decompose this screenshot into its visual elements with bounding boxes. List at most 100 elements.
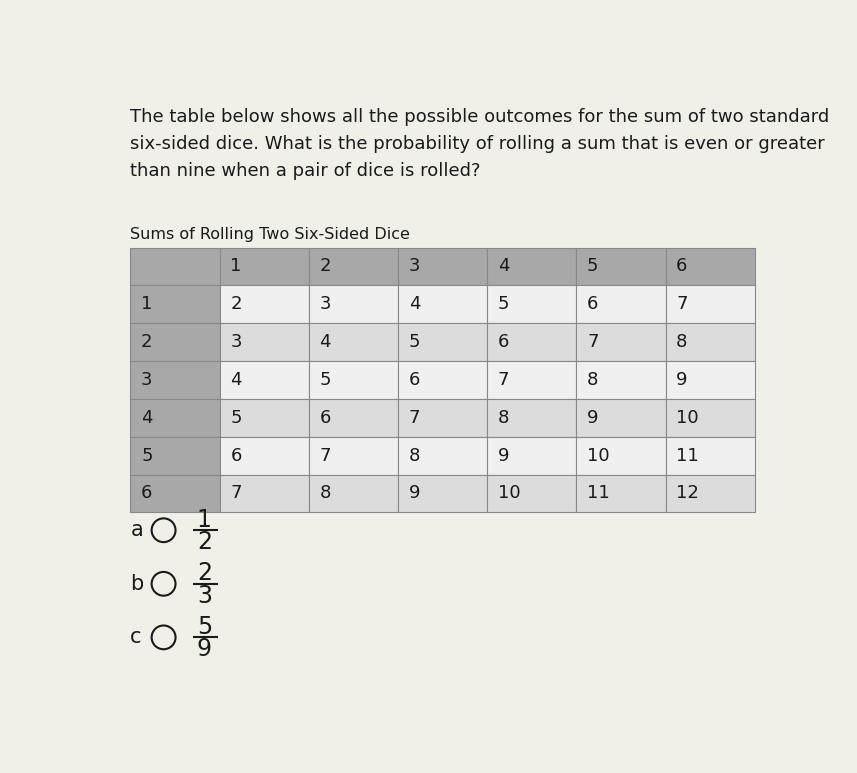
- Text: 2: 2: [231, 295, 242, 313]
- Text: 8: 8: [676, 333, 687, 351]
- Bar: [576, 399, 666, 437]
- Bar: [666, 475, 755, 512]
- Text: 5: 5: [587, 257, 598, 275]
- Bar: [487, 323, 576, 361]
- Text: 9: 9: [676, 371, 687, 389]
- Text: 11: 11: [676, 447, 699, 465]
- Bar: [309, 475, 398, 512]
- Text: 6: 6: [676, 257, 687, 275]
- Bar: [219, 247, 309, 285]
- Bar: [666, 437, 755, 475]
- Bar: [576, 323, 666, 361]
- Text: 9: 9: [587, 409, 598, 427]
- Text: 8: 8: [587, 371, 598, 389]
- Bar: [130, 247, 219, 285]
- Bar: [666, 285, 755, 323]
- Bar: [130, 323, 219, 361]
- Bar: [398, 475, 487, 512]
- Text: b: b: [130, 574, 144, 594]
- Bar: [576, 285, 666, 323]
- Text: a: a: [130, 520, 143, 540]
- Bar: [130, 437, 219, 475]
- Bar: [309, 361, 398, 399]
- Bar: [309, 285, 398, 323]
- Text: 6: 6: [409, 371, 420, 389]
- Bar: [398, 437, 487, 475]
- Bar: [219, 361, 309, 399]
- Bar: [130, 399, 219, 437]
- Text: 5: 5: [231, 409, 242, 427]
- Text: 1: 1: [141, 295, 153, 313]
- Text: 9: 9: [409, 485, 420, 502]
- Bar: [219, 399, 309, 437]
- Bar: [398, 323, 487, 361]
- Text: 3: 3: [320, 295, 331, 313]
- Text: 6: 6: [231, 447, 242, 465]
- Bar: [130, 285, 219, 323]
- Text: 12: 12: [676, 485, 699, 502]
- Bar: [487, 285, 576, 323]
- Text: Sums of Rolling Two Six-Sided Dice: Sums of Rolling Two Six-Sided Dice: [130, 226, 411, 242]
- Bar: [309, 399, 398, 437]
- Bar: [576, 475, 666, 512]
- Text: 10: 10: [587, 447, 609, 465]
- Text: The table below shows all the possible outcomes for the sum of two standard
six-: The table below shows all the possible o…: [130, 107, 830, 180]
- Bar: [309, 323, 398, 361]
- Bar: [398, 361, 487, 399]
- Text: 4: 4: [320, 333, 331, 351]
- Text: 3: 3: [197, 584, 212, 608]
- Text: 4: 4: [231, 371, 242, 389]
- Text: 4: 4: [498, 257, 509, 275]
- Text: 6: 6: [587, 295, 598, 313]
- Text: 5: 5: [320, 371, 331, 389]
- Bar: [219, 323, 309, 361]
- Text: 3: 3: [231, 333, 242, 351]
- Text: 7: 7: [231, 485, 242, 502]
- Text: 7: 7: [587, 333, 598, 351]
- Text: c: c: [130, 628, 142, 647]
- Text: 4: 4: [141, 409, 153, 427]
- Bar: [576, 247, 666, 285]
- Bar: [487, 475, 576, 512]
- Text: 2: 2: [197, 530, 212, 554]
- Text: 7: 7: [409, 409, 420, 427]
- Bar: [487, 399, 576, 437]
- Text: 10: 10: [498, 485, 520, 502]
- Text: 5: 5: [409, 333, 420, 351]
- Text: 2: 2: [320, 257, 331, 275]
- Bar: [666, 361, 755, 399]
- Text: 4: 4: [409, 295, 420, 313]
- Bar: [398, 285, 487, 323]
- Text: 3: 3: [141, 371, 153, 389]
- Text: 9: 9: [498, 447, 509, 465]
- Text: 5: 5: [141, 447, 153, 465]
- Text: 6: 6: [498, 333, 509, 351]
- Text: 5: 5: [197, 615, 212, 638]
- Bar: [309, 247, 398, 285]
- Bar: [309, 437, 398, 475]
- Text: 1: 1: [197, 508, 212, 532]
- Text: 10: 10: [676, 409, 698, 427]
- Text: 11: 11: [587, 485, 610, 502]
- Bar: [666, 247, 755, 285]
- Text: 6: 6: [141, 485, 153, 502]
- Bar: [487, 437, 576, 475]
- Text: 7: 7: [320, 447, 331, 465]
- Text: 8: 8: [409, 447, 420, 465]
- Bar: [219, 437, 309, 475]
- Bar: [398, 399, 487, 437]
- Bar: [219, 285, 309, 323]
- Bar: [487, 247, 576, 285]
- Text: 5: 5: [498, 295, 509, 313]
- Bar: [576, 437, 666, 475]
- Text: 6: 6: [320, 409, 331, 427]
- Text: 7: 7: [676, 295, 687, 313]
- Bar: [487, 361, 576, 399]
- Bar: [130, 475, 219, 512]
- Text: 7: 7: [498, 371, 509, 389]
- Text: 9: 9: [197, 637, 212, 661]
- Text: 3: 3: [409, 257, 420, 275]
- Text: 2: 2: [141, 333, 153, 351]
- Bar: [666, 323, 755, 361]
- Bar: [666, 399, 755, 437]
